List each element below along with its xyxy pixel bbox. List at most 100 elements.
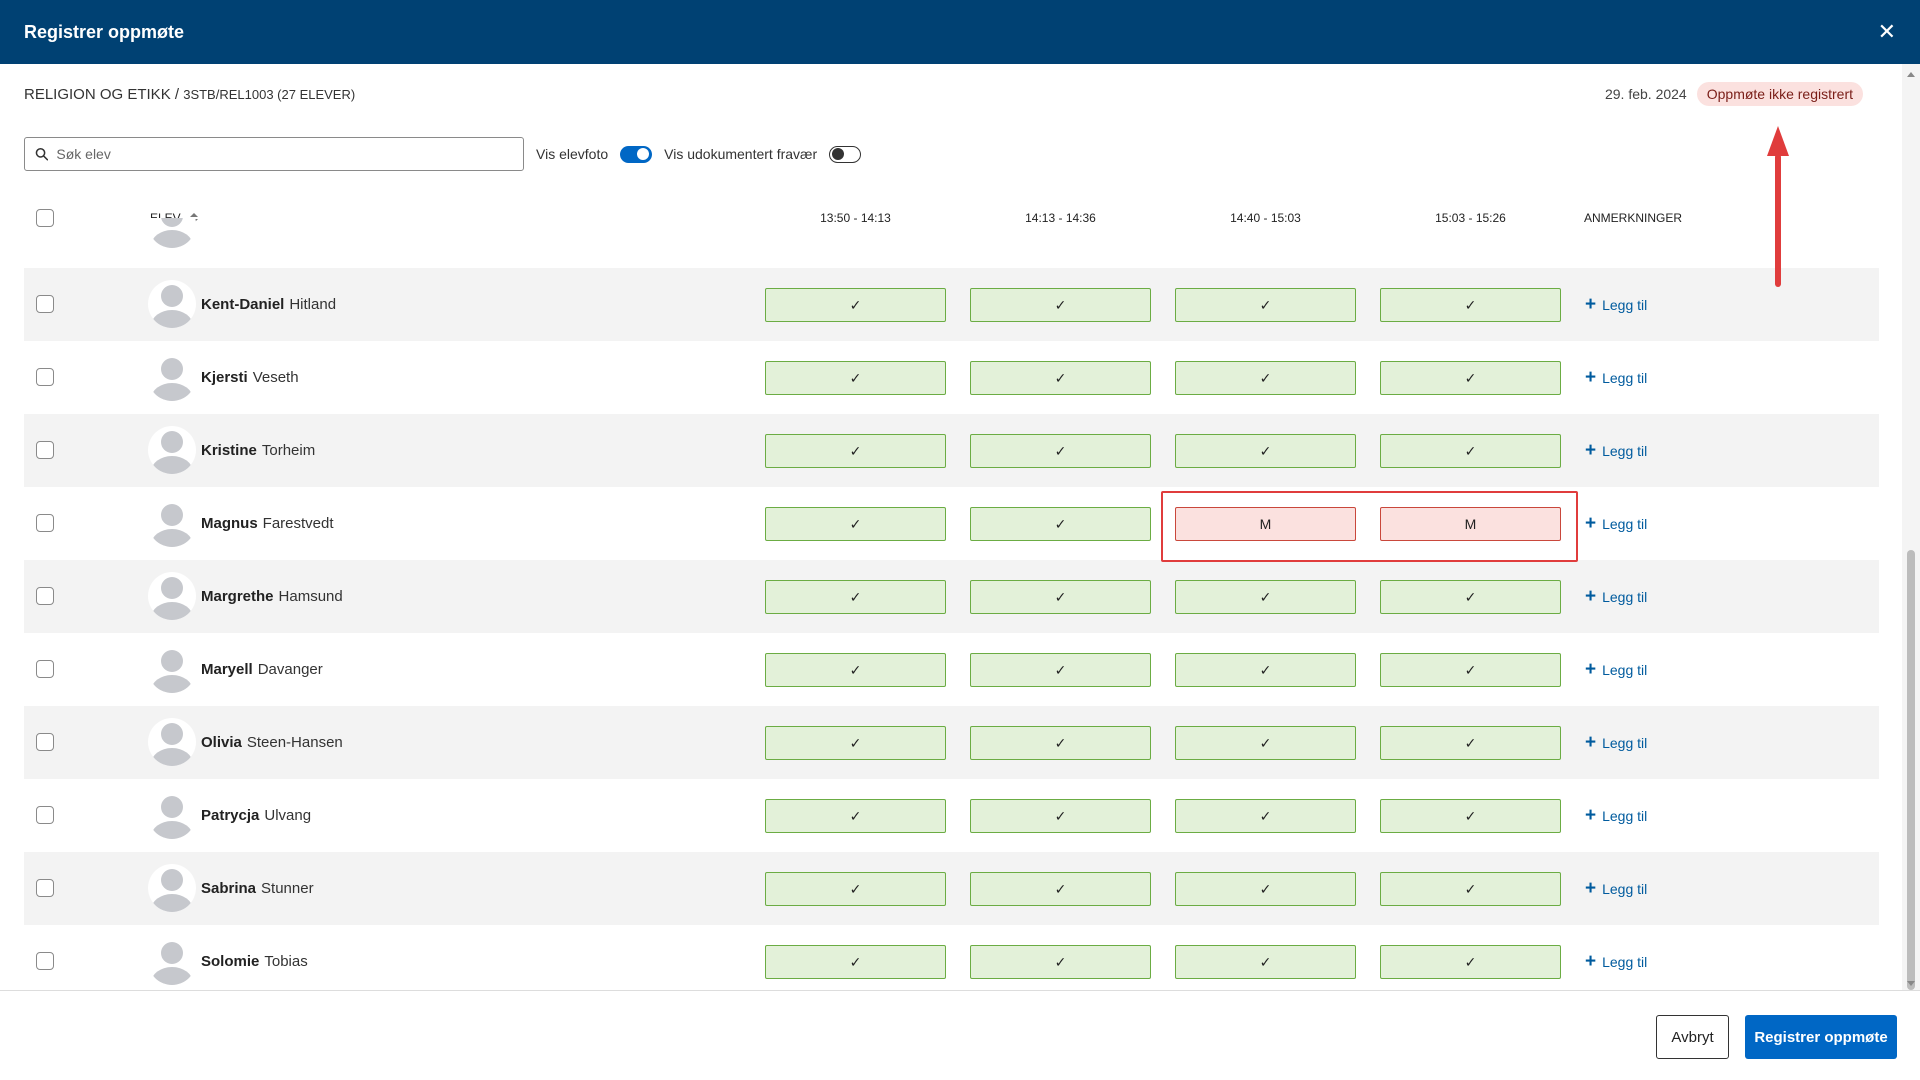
attendance-cell-present[interactable]: ✓	[970, 653, 1151, 687]
show-photo-toggle[interactable]	[620, 145, 653, 163]
attendance-cell-present[interactable]: ✓	[970, 799, 1151, 833]
scrollbar[interactable]	[1902, 64, 1920, 992]
attendance-cell-present[interactable]: ✓	[1175, 726, 1356, 760]
attendance-cell-present[interactable]: ✓	[1380, 653, 1561, 687]
row-checkbox[interactable]	[36, 660, 54, 678]
table-row: Kjersti Veseth ✓ ✓ ✓ ✓ + Legg til	[24, 341, 1879, 414]
row-checkbox[interactable]	[36, 879, 54, 897]
row-checkbox[interactable]	[36, 368, 54, 386]
attendance-cell-present[interactable]: ✓	[1175, 945, 1356, 979]
table-row: Margrethe Hamsund ✓ ✓ ✓ ✓ + Legg til	[24, 560, 1879, 633]
student-first-name: Kent-Daniel	[201, 296, 285, 313]
table-row: Kent-Daniel Hitland ✓ ✓ ✓ ✓ + Legg til	[24, 268, 1879, 341]
attendance-cell-present[interactable]: ✓	[970, 872, 1151, 906]
attendance-cell-present[interactable]: ✓	[1380, 945, 1561, 979]
attendance-cell-present[interactable]: ✓	[1175, 434, 1356, 468]
search-field[interactable]	[24, 137, 524, 171]
attendance-cell-present[interactable]: ✓	[1175, 580, 1356, 614]
row-checkbox[interactable]	[36, 514, 54, 532]
attendance-cell-present[interactable]: ✓	[765, 361, 946, 395]
add-remark-label: Legg til	[1602, 515, 1648, 532]
row-checkbox[interactable]	[36, 806, 54, 824]
search-input[interactable]	[56, 146, 513, 162]
cancel-button[interactable]: Avbryt	[1656, 1015, 1729, 1059]
scrollbar-thumb[interactable]	[1907, 550, 1915, 990]
attendance-cell-present[interactable]: ✓	[765, 799, 946, 833]
attendance-cell-present[interactable]: ✓	[1380, 580, 1561, 614]
attendance-cell-present[interactable]: ✓	[1380, 726, 1561, 760]
student-first-name: Kristine	[201, 442, 257, 459]
select-all-checkbox[interactable]	[36, 209, 54, 227]
close-icon[interactable]: ✕	[1877, 19, 1896, 44]
add-remark-button[interactable]: + Legg til	[1585, 779, 1647, 852]
attendance-cell-present[interactable]: ✓	[765, 726, 946, 760]
attendance-cell-present[interactable]: ✓	[1175, 361, 1356, 395]
course-code: 3STB/REL1003 (27 ELEVER)	[183, 86, 356, 102]
attendance-cell-present[interactable]: ✓	[765, 872, 946, 906]
attendance-cell-present[interactable]: ✓	[970, 361, 1151, 395]
attendance-cell-present[interactable]: ✓	[765, 945, 946, 979]
add-remark-button[interactable]: + Legg til	[1585, 852, 1647, 925]
attendance-cell-present[interactable]: ✓	[765, 507, 946, 541]
attendance-cell-present[interactable]: ✓	[1380, 288, 1561, 322]
attendance-cell-present[interactable]: ✓	[1175, 872, 1356, 906]
add-remark-button[interactable]: + Legg til	[1585, 487, 1647, 560]
attendance-cell-present[interactable]: ✓	[765, 288, 946, 322]
student-last-name: Steen-Hansen	[246, 734, 343, 751]
session-date: 29. feb. 2024	[1604, 86, 1687, 102]
avatar	[148, 426, 196, 474]
attendance-cell-present[interactable]: ✓	[765, 434, 946, 468]
add-remark-label: Legg til	[1602, 734, 1648, 751]
register-attendance-button[interactable]: Registrer oppmøte	[1745, 1015, 1897, 1059]
attendance-cell-present[interactable]: ✓	[970, 434, 1151, 468]
add-remark-button[interactable]: + Legg til	[1585, 414, 1647, 487]
add-remark-button[interactable]: + Legg til	[1585, 633, 1647, 706]
add-remark-label: Legg til	[1602, 661, 1648, 678]
table-row: Solomie Tobias ✓ ✓ ✓ ✓ + Legg til	[24, 925, 1879, 998]
dialog-footer: Avbryt Registrer oppmøte	[0, 990, 1920, 1080]
row-checkbox[interactable]	[36, 733, 54, 751]
plus-icon: +	[1585, 513, 1597, 534]
row-checkbox[interactable]	[36, 295, 54, 313]
show-undocumented-toggle[interactable]	[829, 145, 862, 163]
search-icon	[35, 147, 49, 161]
attendance-cell-present[interactable]: ✓	[970, 726, 1151, 760]
attendance-cell-present[interactable]: ✓	[1175, 799, 1356, 833]
add-remark-label: Legg til	[1602, 807, 1648, 824]
student-first-name: Sabrina	[201, 880, 257, 897]
attendance-cell-present[interactable]: ✓	[970, 507, 1151, 541]
attendance-cell-present[interactable]: ✓	[1380, 872, 1561, 906]
attendance-cell-present[interactable]: ✓	[970, 288, 1151, 322]
row-checkbox[interactable]	[36, 587, 54, 605]
attendance-cell-present[interactable]: ✓	[1175, 288, 1356, 322]
attendance-cell-present[interactable]: ✓	[765, 580, 946, 614]
add-remark-button[interactable]: + Legg til	[1585, 560, 1647, 633]
add-remark-button[interactable]: + Legg til	[1585, 268, 1647, 341]
student-last-name: Farestvedt	[262, 515, 334, 532]
student-first-name: Patrycja	[201, 807, 260, 824]
show-photo-label: Vis elevfoto	[536, 146, 609, 162]
add-remark-button[interactable]: + Legg til	[1585, 706, 1647, 779]
plus-icon: +	[1585, 732, 1597, 753]
row-checkbox[interactable]	[36, 952, 54, 970]
add-remark-button[interactable]: + Legg til	[1585, 341, 1647, 414]
toolbar: Vis elevfoto Vis udokumentert fravær	[24, 137, 862, 171]
attendance-cell-present[interactable]: ✓	[1380, 799, 1561, 833]
avatar	[148, 791, 196, 839]
avatar	[148, 353, 196, 401]
attendance-cell-absent[interactable]: M	[1175, 507, 1356, 541]
attendance-cell-present[interactable]: ✓	[765, 653, 946, 687]
attendance-cell-present[interactable]: ✓	[970, 945, 1151, 979]
attendance-cell-present[interactable]: ✓	[1380, 434, 1561, 468]
column-period-4: 15:03 - 15:26	[1435, 211, 1506, 225]
attendance-cell-absent[interactable]: M	[1380, 507, 1561, 541]
add-remark-button[interactable]: + Legg til	[1585, 925, 1647, 998]
student-first-name: Solomie	[201, 953, 260, 970]
row-checkbox[interactable]	[36, 441, 54, 459]
scroll-up-icon[interactable]	[1907, 72, 1915, 77]
attendance-cell-present[interactable]: ✓	[1175, 653, 1356, 687]
column-remarks: ANMERKNINGER	[1584, 211, 1683, 225]
attendance-cell-present[interactable]: ✓	[970, 580, 1151, 614]
scroll-down-icon[interactable]	[1907, 981, 1915, 986]
attendance-cell-present[interactable]: ✓	[1380, 361, 1561, 395]
